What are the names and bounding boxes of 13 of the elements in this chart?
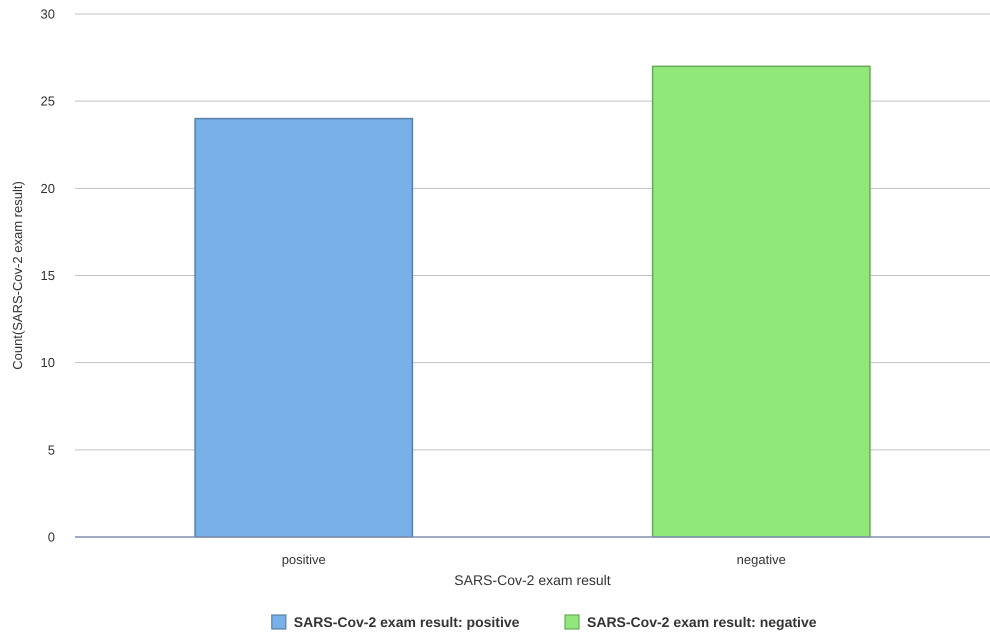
legend-label: SARS-Cov-2 exam result: negative bbox=[587, 614, 817, 630]
y-tick-label: 10 bbox=[40, 355, 55, 370]
x-axis-title: SARS-Cov-2 exam result bbox=[454, 572, 611, 588]
y-tick-label: 15 bbox=[40, 268, 55, 284]
y-tick-label: 0 bbox=[48, 530, 55, 545]
y-tick-label: 25 bbox=[40, 94, 55, 109]
y-tick-label: 20 bbox=[40, 180, 55, 196]
x-tick-label: negative bbox=[736, 552, 786, 567]
y-axis-title: Count(SARS-Cov-2 exam result) bbox=[10, 181, 25, 370]
y-tick-label: 5 bbox=[48, 442, 55, 458]
x-tick-label: positive bbox=[282, 552, 326, 567]
legend-label: SARS-Cov-2 exam result: positive bbox=[294, 614, 520, 630]
y-tick-label: 30 bbox=[40, 6, 55, 22]
